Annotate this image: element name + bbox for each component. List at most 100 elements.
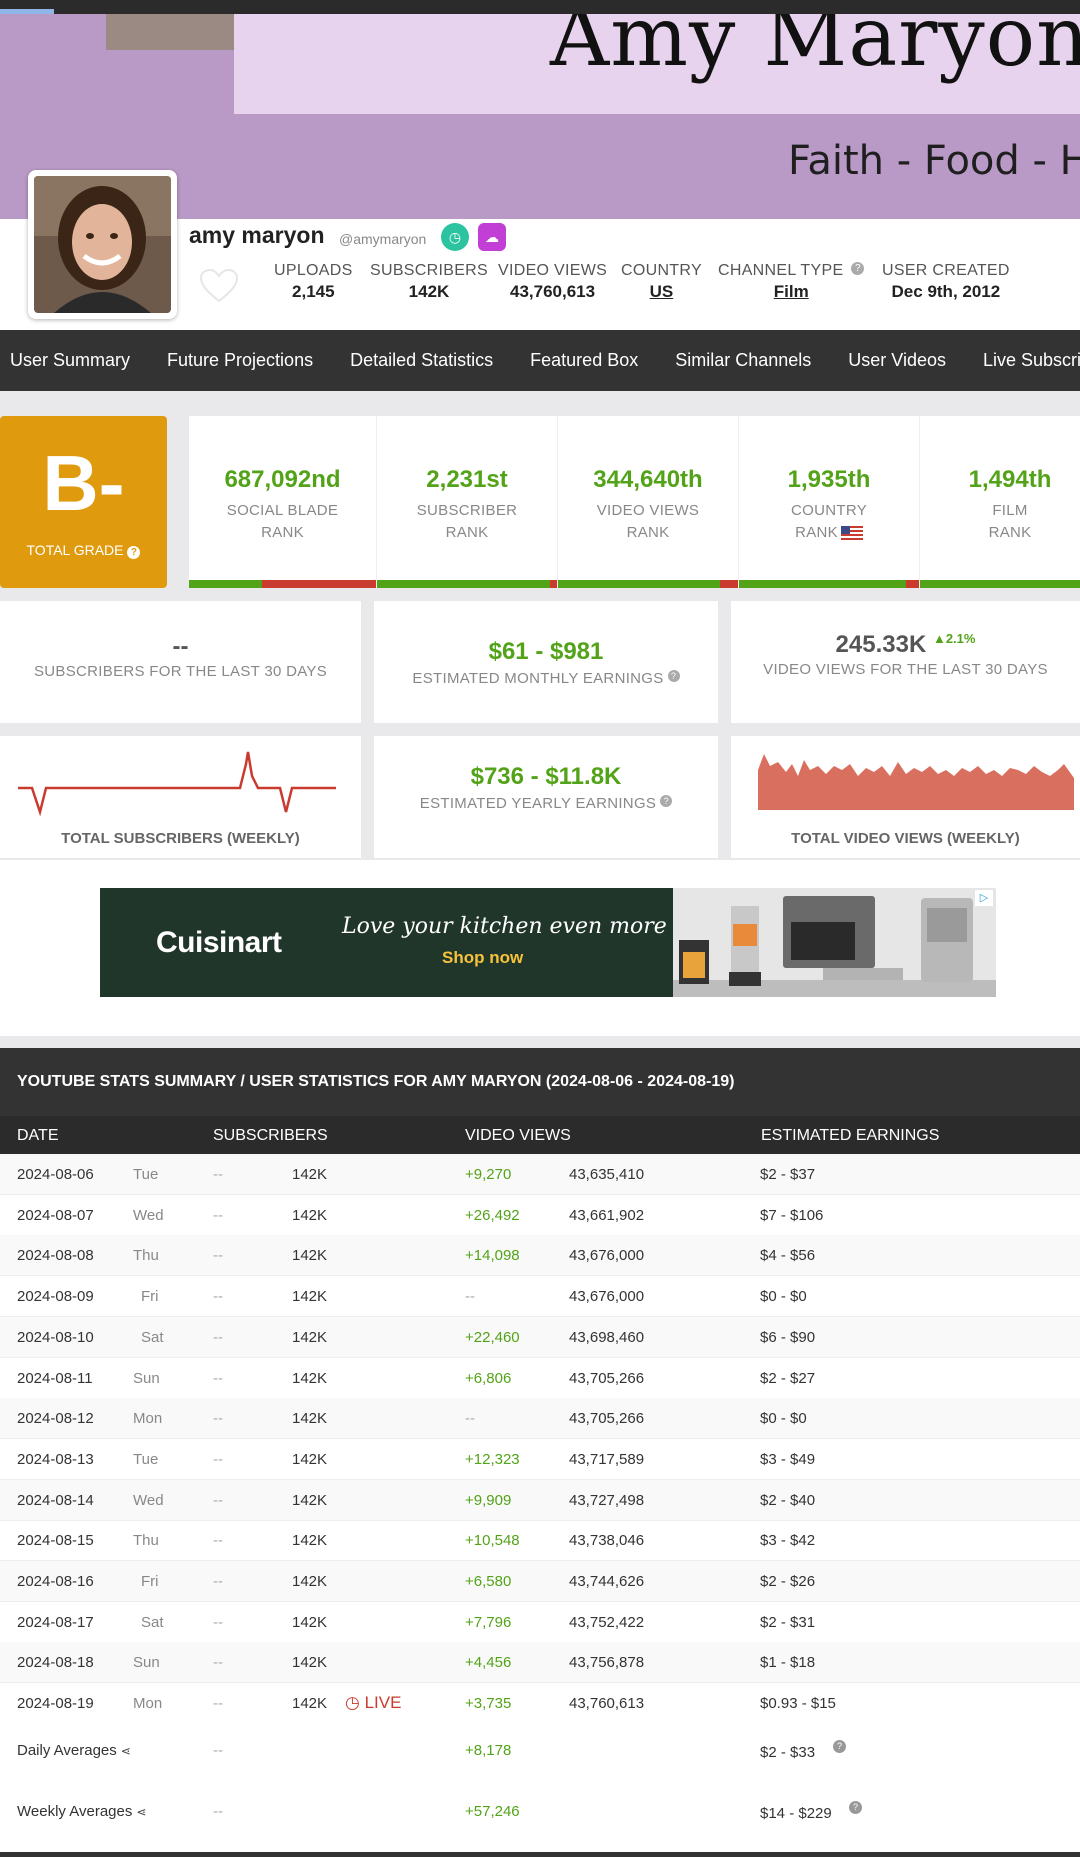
help-icon[interactable]: ? xyxy=(833,1740,846,1753)
share-icon[interactable]: ⋖ xyxy=(136,1805,147,1819)
avg-earnings: $2 - $33 xyxy=(760,1744,816,1761)
card-value: 245.33K ▲2.1% xyxy=(731,631,1080,659)
ad-tagline[interactable]: Love your kitchen even more xyxy=(342,914,667,939)
card-label: SUBSCRIBERS FOR THE LAST 30 DAYS xyxy=(33,663,328,680)
cell-video-views: 43,756,878 xyxy=(569,1654,645,1672)
card-subscribers-30-days: -- SUBSCRIBERS FOR THE LAST 30 DAYS xyxy=(0,601,361,723)
nav-user-summary[interactable]: User Summary xyxy=(10,350,131,370)
nav-future-projections[interactable]: Future Projections xyxy=(167,350,314,370)
country-link[interactable]: US xyxy=(649,282,674,301)
cell-video-views: 43,676,000 xyxy=(569,1247,645,1265)
cell-day: Sat xyxy=(141,1613,164,1631)
cell-day: Thu xyxy=(133,1247,159,1265)
ad-product-image[interactable] xyxy=(673,888,996,997)
help-icon[interactable]: ? xyxy=(851,262,865,275)
card-video-views-30-days: 245.33K ▲2.1% VIDEO VIEWS FOR THE LAST 3… xyxy=(731,601,1080,723)
cell-view-change: +22,460 xyxy=(465,1328,520,1346)
stat-label: SUBSCRIBERS xyxy=(370,262,488,279)
clock-icon: ◷ xyxy=(345,1693,360,1713)
help-icon[interactable]: ? xyxy=(849,1801,862,1814)
rank-social-blade: 687,092nd SOCIAL BLADE RANK xyxy=(189,416,377,588)
top-bar xyxy=(0,0,1080,14)
cell-date: 2024-08-11 xyxy=(17,1369,93,1387)
cell-view-change: +7,796 xyxy=(465,1613,512,1631)
cell-subscribers: 142K xyxy=(292,1206,328,1224)
cell-video-views: 43,744,626 xyxy=(569,1573,645,1590)
cell-video-views: 43,661,902 xyxy=(569,1206,645,1224)
table-row: 2024-08-15 Thu -- 142K +10,548 43,738,046 $3 -… xyxy=(0,1520,1080,1562)
channel-type-link[interactable]: Film xyxy=(773,282,809,301)
live-indicator[interactable]: ◷ LIVE xyxy=(345,1693,401,1713)
cell-sub-change: -- xyxy=(213,1247,223,1265)
cell-sub-change: -- xyxy=(213,1573,223,1590)
cell-earnings: $3 - $49 xyxy=(760,1450,816,1468)
cell-day: Wed xyxy=(133,1206,164,1224)
ad-brand[interactable]: Cuisinart xyxy=(156,926,282,959)
cell-date: 2024-08-15 xyxy=(17,1532,94,1550)
cell-sub-change: -- xyxy=(213,1410,223,1428)
cell-sub-change: -- xyxy=(213,1288,223,1306)
nav-detailed-statistics[interactable]: Detailed Statistics xyxy=(350,350,494,370)
bottom-bar xyxy=(0,1852,1080,1857)
cell-view-change: +9,909 xyxy=(465,1491,512,1509)
share-icon[interactable]: ⋖ xyxy=(120,1744,131,1758)
cell-day: Fri xyxy=(141,1573,159,1590)
nav-live-subscribers[interactable]: Live Subscrib xyxy=(983,350,1080,370)
cell-earnings: $2 - $40 xyxy=(760,1491,816,1509)
rank-label: COUNTRY RANK xyxy=(739,500,919,544)
cell-earnings: $6 - $90 xyxy=(760,1328,816,1346)
nav-similar-channels[interactable]: Similar Channels xyxy=(675,350,812,370)
help-icon[interactable]: ? xyxy=(660,795,673,807)
cell-earnings: $7 - $106 xyxy=(760,1206,824,1224)
cell-subscribers: 142K xyxy=(292,1613,328,1631)
card-value-text: 245.33K xyxy=(835,631,927,658)
cell-earnings: $2 - $31 xyxy=(760,1613,816,1631)
rank-bar-red xyxy=(261,580,376,588)
help-icon[interactable]: ? xyxy=(127,546,141,559)
cell-earnings: $0.93 - $15 xyxy=(760,1695,836,1713)
stats-table: YOUTUBE STATS SUMMARY / USER STATISTICS … xyxy=(0,1048,1080,1857)
favorite-heart-icon[interactable] xyxy=(199,268,239,304)
cell-date: 2024-08-09 xyxy=(17,1288,94,1306)
avg-sub-change: -- xyxy=(213,1742,223,1759)
cell-date: 2024-08-13 xyxy=(17,1450,94,1468)
ad-shop-now[interactable]: Shop now xyxy=(442,948,524,967)
clock-icon[interactable]: ◷ xyxy=(441,223,469,251)
avg-label: Daily Averages ⋖ xyxy=(17,1742,131,1759)
cloud-upload-icon[interactable]: ☁ xyxy=(478,223,506,251)
avg-label-text: Weekly Averages xyxy=(17,1803,133,1820)
nav-user-videos[interactable]: User Videos xyxy=(848,350,946,370)
rank-label-line: RANK xyxy=(988,524,1032,541)
cell-earnings: $2 - $37 xyxy=(760,1166,816,1183)
rank-subscriber: 2,231st SUBSCRIBER RANK xyxy=(377,416,558,588)
grade-value: B- xyxy=(42,439,125,527)
cell-day: Wed xyxy=(133,1491,164,1509)
cell-sub-change: -- xyxy=(213,1491,223,1509)
cell-video-views: 43,752,422 xyxy=(569,1613,645,1631)
card-value: -- xyxy=(172,633,189,660)
rank-value: 687,092nd xyxy=(224,466,341,493)
stat-value: 142K xyxy=(408,282,450,301)
grade-label-row: TOTAL GRADE? xyxy=(0,542,167,559)
cell-day: Mon xyxy=(133,1695,163,1713)
cell-sub-change: -- xyxy=(213,1654,223,1672)
cell-view-change: +4,456 xyxy=(465,1654,512,1672)
cell-subscribers: 142K xyxy=(292,1369,328,1387)
cell-date: 2024-08-08 xyxy=(17,1247,94,1265)
table-row: 2024-08-06 Tue -- 142K +9,270 43,635,410 $2 - … xyxy=(0,1154,1080,1195)
cell-earnings: $2 - $27 xyxy=(760,1369,816,1387)
nav-featured-box[interactable]: Featured Box xyxy=(530,350,639,370)
profile-header xyxy=(0,219,1080,330)
cell-subscribers: 142K xyxy=(292,1532,328,1550)
banner-block xyxy=(234,14,1080,114)
cell-date: 2024-08-19 xyxy=(17,1695,94,1713)
stat-value: 2,145 xyxy=(292,282,335,301)
cell-earnings: $0 - $0 xyxy=(760,1288,807,1306)
rank-film: 1,494th FILM RANK xyxy=(920,416,1080,588)
avatar xyxy=(28,170,177,319)
advertisement[interactable]: Cuisinart Love your kitchen even more Sh… xyxy=(100,888,996,997)
rank-label-line: FILM xyxy=(992,502,1028,519)
cell-video-views: 43,705,266 xyxy=(569,1369,645,1387)
ad-choices-icon[interactable]: ▷ xyxy=(975,890,993,906)
help-icon[interactable]: ? xyxy=(667,670,680,682)
